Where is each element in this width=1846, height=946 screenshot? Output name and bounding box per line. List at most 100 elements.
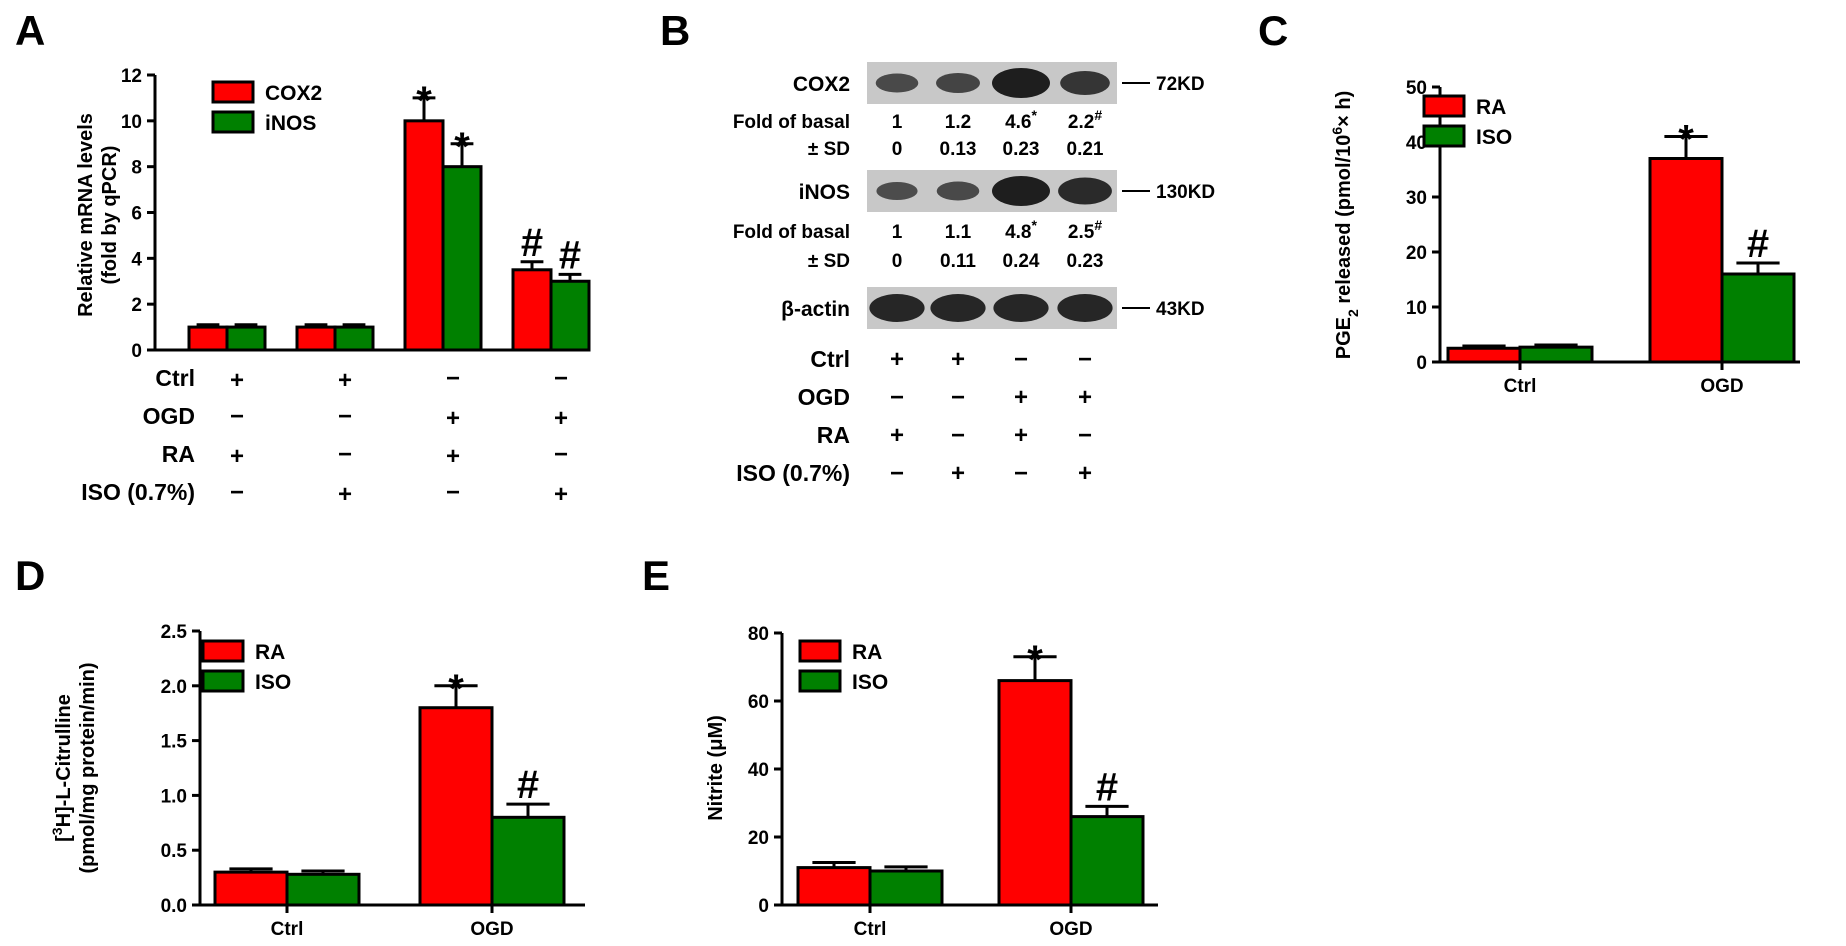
condition-mark: − <box>951 422 965 449</box>
bar-ra <box>1648 157 1724 364</box>
y-tick-label: 1.0 <box>161 786 187 807</box>
fold-value: 1.2 <box>945 112 971 133</box>
y-tick-label: 40 <box>1406 133 1427 154</box>
fold-significance: * <box>1031 107 1037 123</box>
condition-mark: − <box>1014 346 1028 373</box>
condition-mark: − <box>338 441 352 468</box>
panel-label: D <box>15 552 45 599</box>
chart-D: D 0.0 0.5 1.0 1.5 2.0 2.5 [3H]-L-Citrulline (pmo… <box>15 552 585 940</box>
blot-row-label: COX2 <box>793 73 850 96</box>
x-tick-label: OGD <box>470 919 513 940</box>
y-tick-label: 2 <box>131 295 142 316</box>
legend-label: RA <box>1476 96 1506 119</box>
blot-row-label: β-actin <box>781 298 850 321</box>
condition-mark: + <box>1014 422 1028 449</box>
y-tick-label: 0 <box>131 341 142 362</box>
condition-mark: − <box>1078 422 1092 449</box>
condition-label: ISO (0.7%) <box>736 460 850 486</box>
condition-label: OGD <box>143 403 195 429</box>
condition-label: Ctrl <box>810 346 850 372</box>
bar-inos <box>333 325 375 352</box>
condition-mark: + <box>951 346 965 373</box>
molecular-weight-marker: 130KD <box>1156 182 1215 203</box>
y-axis-label-line: (fold by qPCR) <box>99 146 121 285</box>
condition-mark: − <box>1078 346 1092 373</box>
fold-value: 4.8* <box>1005 217 1037 243</box>
y-tick-label: 20 <box>1406 243 1427 264</box>
fold-value: 2.2# <box>1068 107 1102 133</box>
sd-label: ± SD <box>808 251 850 272</box>
sd-value: 0.24 <box>1003 251 1040 272</box>
x-tick-label: Ctrl <box>854 919 887 940</box>
bar-cox2 <box>511 268 553 352</box>
bar-inos <box>225 325 267 352</box>
blot-band <box>1060 71 1110 95</box>
sd-value: 0 <box>892 251 903 272</box>
condition-mark: + <box>951 460 965 487</box>
y-tick-label: 2.5 <box>161 622 188 643</box>
x-tick-label: OGD <box>1700 376 1743 397</box>
legend-swatch-ra <box>201 639 245 663</box>
legend-swatch-iso <box>1422 124 1466 148</box>
bar-inos <box>549 279 591 352</box>
fold-significance: * <box>1031 217 1037 233</box>
sd-value: 0.23 <box>1067 251 1104 272</box>
condition-mark: − <box>446 479 460 506</box>
condition-mark: + <box>890 346 904 373</box>
significance-star: * <box>454 125 470 169</box>
sd-value: 0.13 <box>940 139 977 160</box>
significance-star: * <box>448 667 464 711</box>
blot-band <box>992 68 1050 98</box>
condition-mark: + <box>446 405 460 432</box>
significance-hash: # <box>1747 222 1769 266</box>
y-tick-label: 0 <box>758 896 769 917</box>
condition-mark: − <box>1014 460 1028 487</box>
legend-swatch-cox2 <box>211 80 255 104</box>
fold-value: 1 <box>892 112 903 133</box>
condition-label: OGD <box>798 384 850 410</box>
sd-label: ± SD <box>808 139 850 160</box>
fold-value: 4.6* <box>1005 107 1037 133</box>
bar-ra <box>796 866 872 907</box>
blot-band <box>936 181 980 201</box>
fold-significance: # <box>1094 107 1102 123</box>
condition-label: RA <box>817 422 850 448</box>
bar-inos <box>441 165 483 352</box>
blot-band <box>875 73 919 93</box>
fold-value: 1 <box>892 222 903 243</box>
blot-band <box>992 176 1050 206</box>
y-tick-label: 80 <box>748 624 769 645</box>
significance-star: * <box>1678 118 1694 162</box>
molecular-weight-marker: 43KD <box>1156 299 1205 320</box>
fold-significance: # <box>1094 217 1102 233</box>
y-tick-label: 1.5 <box>161 732 188 753</box>
condition-mark: + <box>890 422 904 449</box>
condition-mark: − <box>230 403 244 430</box>
bar-ra <box>213 870 289 907</box>
chart-A: A 0 2 4 6 8 10 12 Relative mRNA levels (fold by q… <box>15 7 591 508</box>
legend-label: RA <box>852 641 882 664</box>
bar-ra <box>997 679 1073 907</box>
y-axis-label-line: Relative mRNA levels <box>75 113 97 317</box>
y-tick-label: 12 <box>121 66 142 87</box>
y-tick-label: 50 <box>1406 78 1427 99</box>
legend-label: COX2 <box>265 82 322 105</box>
y-tick-label: 40 <box>748 760 769 781</box>
sd-value: 0.21 <box>1067 139 1104 160</box>
y-tick-label: 8 <box>131 158 142 179</box>
bar-iso <box>490 815 566 907</box>
blot-band <box>1057 294 1113 322</box>
condition-mark: + <box>1014 384 1028 411</box>
legend-label: ISO <box>852 671 888 694</box>
condition-mark: + <box>230 443 244 470</box>
fold-value: 1.1 <box>945 222 972 243</box>
fold-label: Fold of basal <box>733 112 850 133</box>
y-tick-label: 30 <box>1406 188 1427 209</box>
legend-swatch-inos <box>211 110 255 134</box>
bar-iso <box>285 872 361 907</box>
y-tick-label: 0.5 <box>161 841 188 862</box>
x-tick-label: OGD <box>1049 919 1092 940</box>
condition-mark: − <box>890 460 904 487</box>
molecular-weight-marker: 72KD <box>1156 74 1205 95</box>
x-tick-label: Ctrl <box>271 919 304 940</box>
